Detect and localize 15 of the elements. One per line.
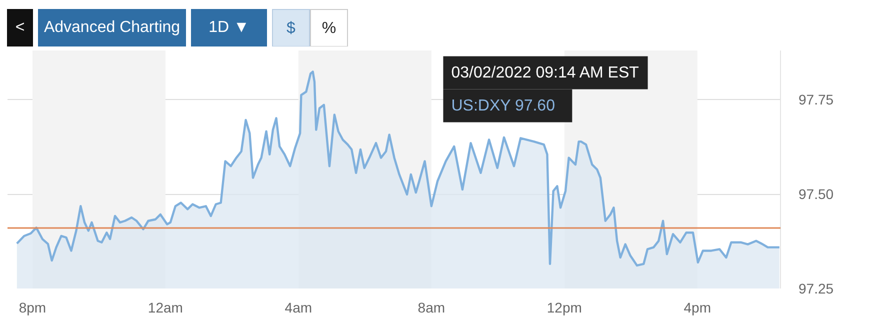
x-tick-label: 12pm [546,300,582,316]
text: % [310,9,348,47]
y-tick-label: 97.50 [798,186,834,202]
y-tick-label: 97.75 [798,92,834,108]
y-tick-label: 97.25 [798,280,834,296]
text: $ [272,9,310,47]
text: < [7,9,33,47]
x-tick-label: 4pm [684,300,711,316]
x-tick-label: 8am [418,300,446,316]
x-tick-label: 4am [284,300,312,316]
x-tick-label: 12am [148,300,183,316]
x-tick-label: 8pm [18,300,46,316]
annotation: 03/02/2022 09:14 AM EST US:DXY 97.60 [451,64,640,114]
text: 1D ▼ [191,9,267,47]
text: Advanced Charting [38,9,186,47]
